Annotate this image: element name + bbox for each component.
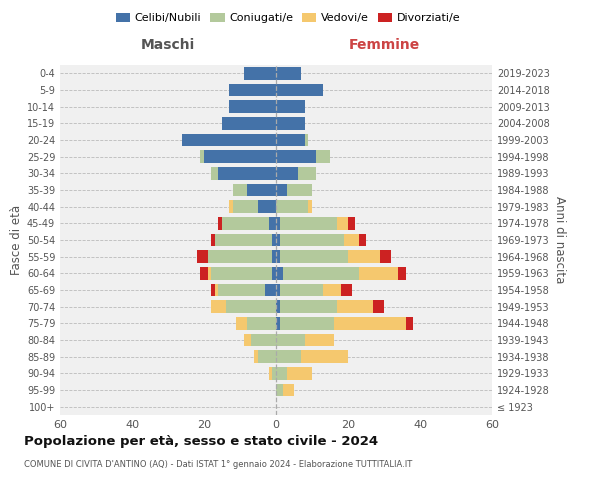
Bar bbox=[341, 284, 352, 296]
Bar bbox=[229, 84, 276, 96]
Bar bbox=[258, 350, 276, 363]
Bar bbox=[276, 234, 280, 246]
Bar bbox=[229, 200, 233, 213]
Bar bbox=[247, 317, 276, 330]
Bar bbox=[211, 234, 215, 246]
Bar bbox=[298, 167, 316, 179]
Bar bbox=[316, 150, 330, 163]
Bar bbox=[272, 267, 276, 280]
Bar bbox=[287, 184, 312, 196]
Bar bbox=[276, 217, 280, 230]
Bar bbox=[215, 284, 218, 296]
Bar bbox=[280, 250, 348, 263]
Bar bbox=[276, 334, 305, 346]
Bar bbox=[244, 67, 276, 80]
Legend: Celibi/Nubili, Coniugati/e, Vedovi/e, Divorziati/e: Celibi/Nubili, Coniugati/e, Vedovi/e, Di… bbox=[113, 10, 463, 26]
Bar bbox=[280, 284, 323, 296]
Bar bbox=[197, 250, 208, 263]
Bar bbox=[272, 234, 276, 246]
Bar bbox=[211, 267, 272, 280]
Bar bbox=[373, 300, 384, 313]
Bar bbox=[211, 284, 215, 296]
Bar bbox=[276, 267, 283, 280]
Bar bbox=[233, 184, 247, 196]
Bar bbox=[280, 234, 344, 246]
Text: Femmine: Femmine bbox=[349, 38, 419, 52]
Bar bbox=[359, 267, 398, 280]
Y-axis label: Fasce di età: Fasce di età bbox=[10, 205, 23, 275]
Bar bbox=[222, 117, 276, 130]
Bar bbox=[204, 150, 276, 163]
Bar bbox=[218, 217, 222, 230]
Bar bbox=[276, 67, 301, 80]
Bar bbox=[276, 250, 280, 263]
Bar bbox=[247, 184, 276, 196]
Bar bbox=[236, 317, 247, 330]
Bar bbox=[337, 300, 373, 313]
Bar bbox=[301, 350, 348, 363]
Bar bbox=[276, 350, 301, 363]
Bar bbox=[283, 267, 359, 280]
Bar bbox=[244, 334, 251, 346]
Bar bbox=[200, 267, 208, 280]
Bar bbox=[406, 317, 413, 330]
Bar bbox=[348, 250, 380, 263]
Bar bbox=[272, 367, 276, 380]
Bar bbox=[226, 300, 276, 313]
Bar bbox=[380, 250, 391, 263]
Bar bbox=[200, 150, 204, 163]
Bar bbox=[276, 200, 308, 213]
Bar bbox=[283, 384, 294, 396]
Bar bbox=[258, 200, 276, 213]
Bar bbox=[337, 217, 348, 230]
Text: COMUNE DI CIVITA D'ANTINO (AQ) - Dati ISTAT 1° gennaio 2024 - Elaborazione TUTTI: COMUNE DI CIVITA D'ANTINO (AQ) - Dati IS… bbox=[24, 460, 412, 469]
Bar bbox=[276, 300, 280, 313]
Bar bbox=[276, 167, 298, 179]
Bar bbox=[276, 384, 283, 396]
Bar bbox=[208, 250, 272, 263]
Bar bbox=[359, 234, 366, 246]
Bar bbox=[218, 167, 276, 179]
Bar bbox=[215, 234, 272, 246]
Bar bbox=[182, 134, 276, 146]
Bar bbox=[276, 317, 280, 330]
Bar bbox=[276, 100, 305, 113]
Bar bbox=[276, 134, 305, 146]
Bar bbox=[334, 317, 406, 330]
Bar bbox=[276, 150, 316, 163]
Bar bbox=[280, 317, 334, 330]
Bar bbox=[254, 350, 258, 363]
Text: Popolazione per età, sesso e stato civile - 2024: Popolazione per età, sesso e stato civil… bbox=[24, 435, 378, 448]
Bar bbox=[211, 167, 218, 179]
Bar bbox=[323, 284, 341, 296]
Bar bbox=[280, 217, 337, 230]
Text: Maschi: Maschi bbox=[141, 38, 195, 52]
Bar bbox=[280, 300, 337, 313]
Bar bbox=[272, 250, 276, 263]
Bar bbox=[276, 117, 305, 130]
Bar bbox=[276, 84, 323, 96]
Bar bbox=[348, 217, 355, 230]
Y-axis label: Anni di nascita: Anni di nascita bbox=[553, 196, 566, 284]
Bar bbox=[398, 267, 406, 280]
Bar bbox=[276, 184, 287, 196]
Bar bbox=[276, 284, 280, 296]
Bar bbox=[265, 284, 276, 296]
Bar bbox=[344, 234, 359, 246]
Bar bbox=[276, 367, 287, 380]
Bar bbox=[251, 334, 276, 346]
Bar bbox=[222, 217, 269, 230]
Bar bbox=[233, 200, 258, 213]
Bar bbox=[308, 200, 312, 213]
Bar bbox=[305, 334, 334, 346]
Bar bbox=[211, 300, 226, 313]
Bar bbox=[229, 100, 276, 113]
Bar bbox=[269, 217, 276, 230]
Bar bbox=[305, 134, 308, 146]
Bar bbox=[218, 284, 265, 296]
Bar bbox=[208, 267, 211, 280]
Bar bbox=[269, 367, 272, 380]
Bar bbox=[287, 367, 312, 380]
